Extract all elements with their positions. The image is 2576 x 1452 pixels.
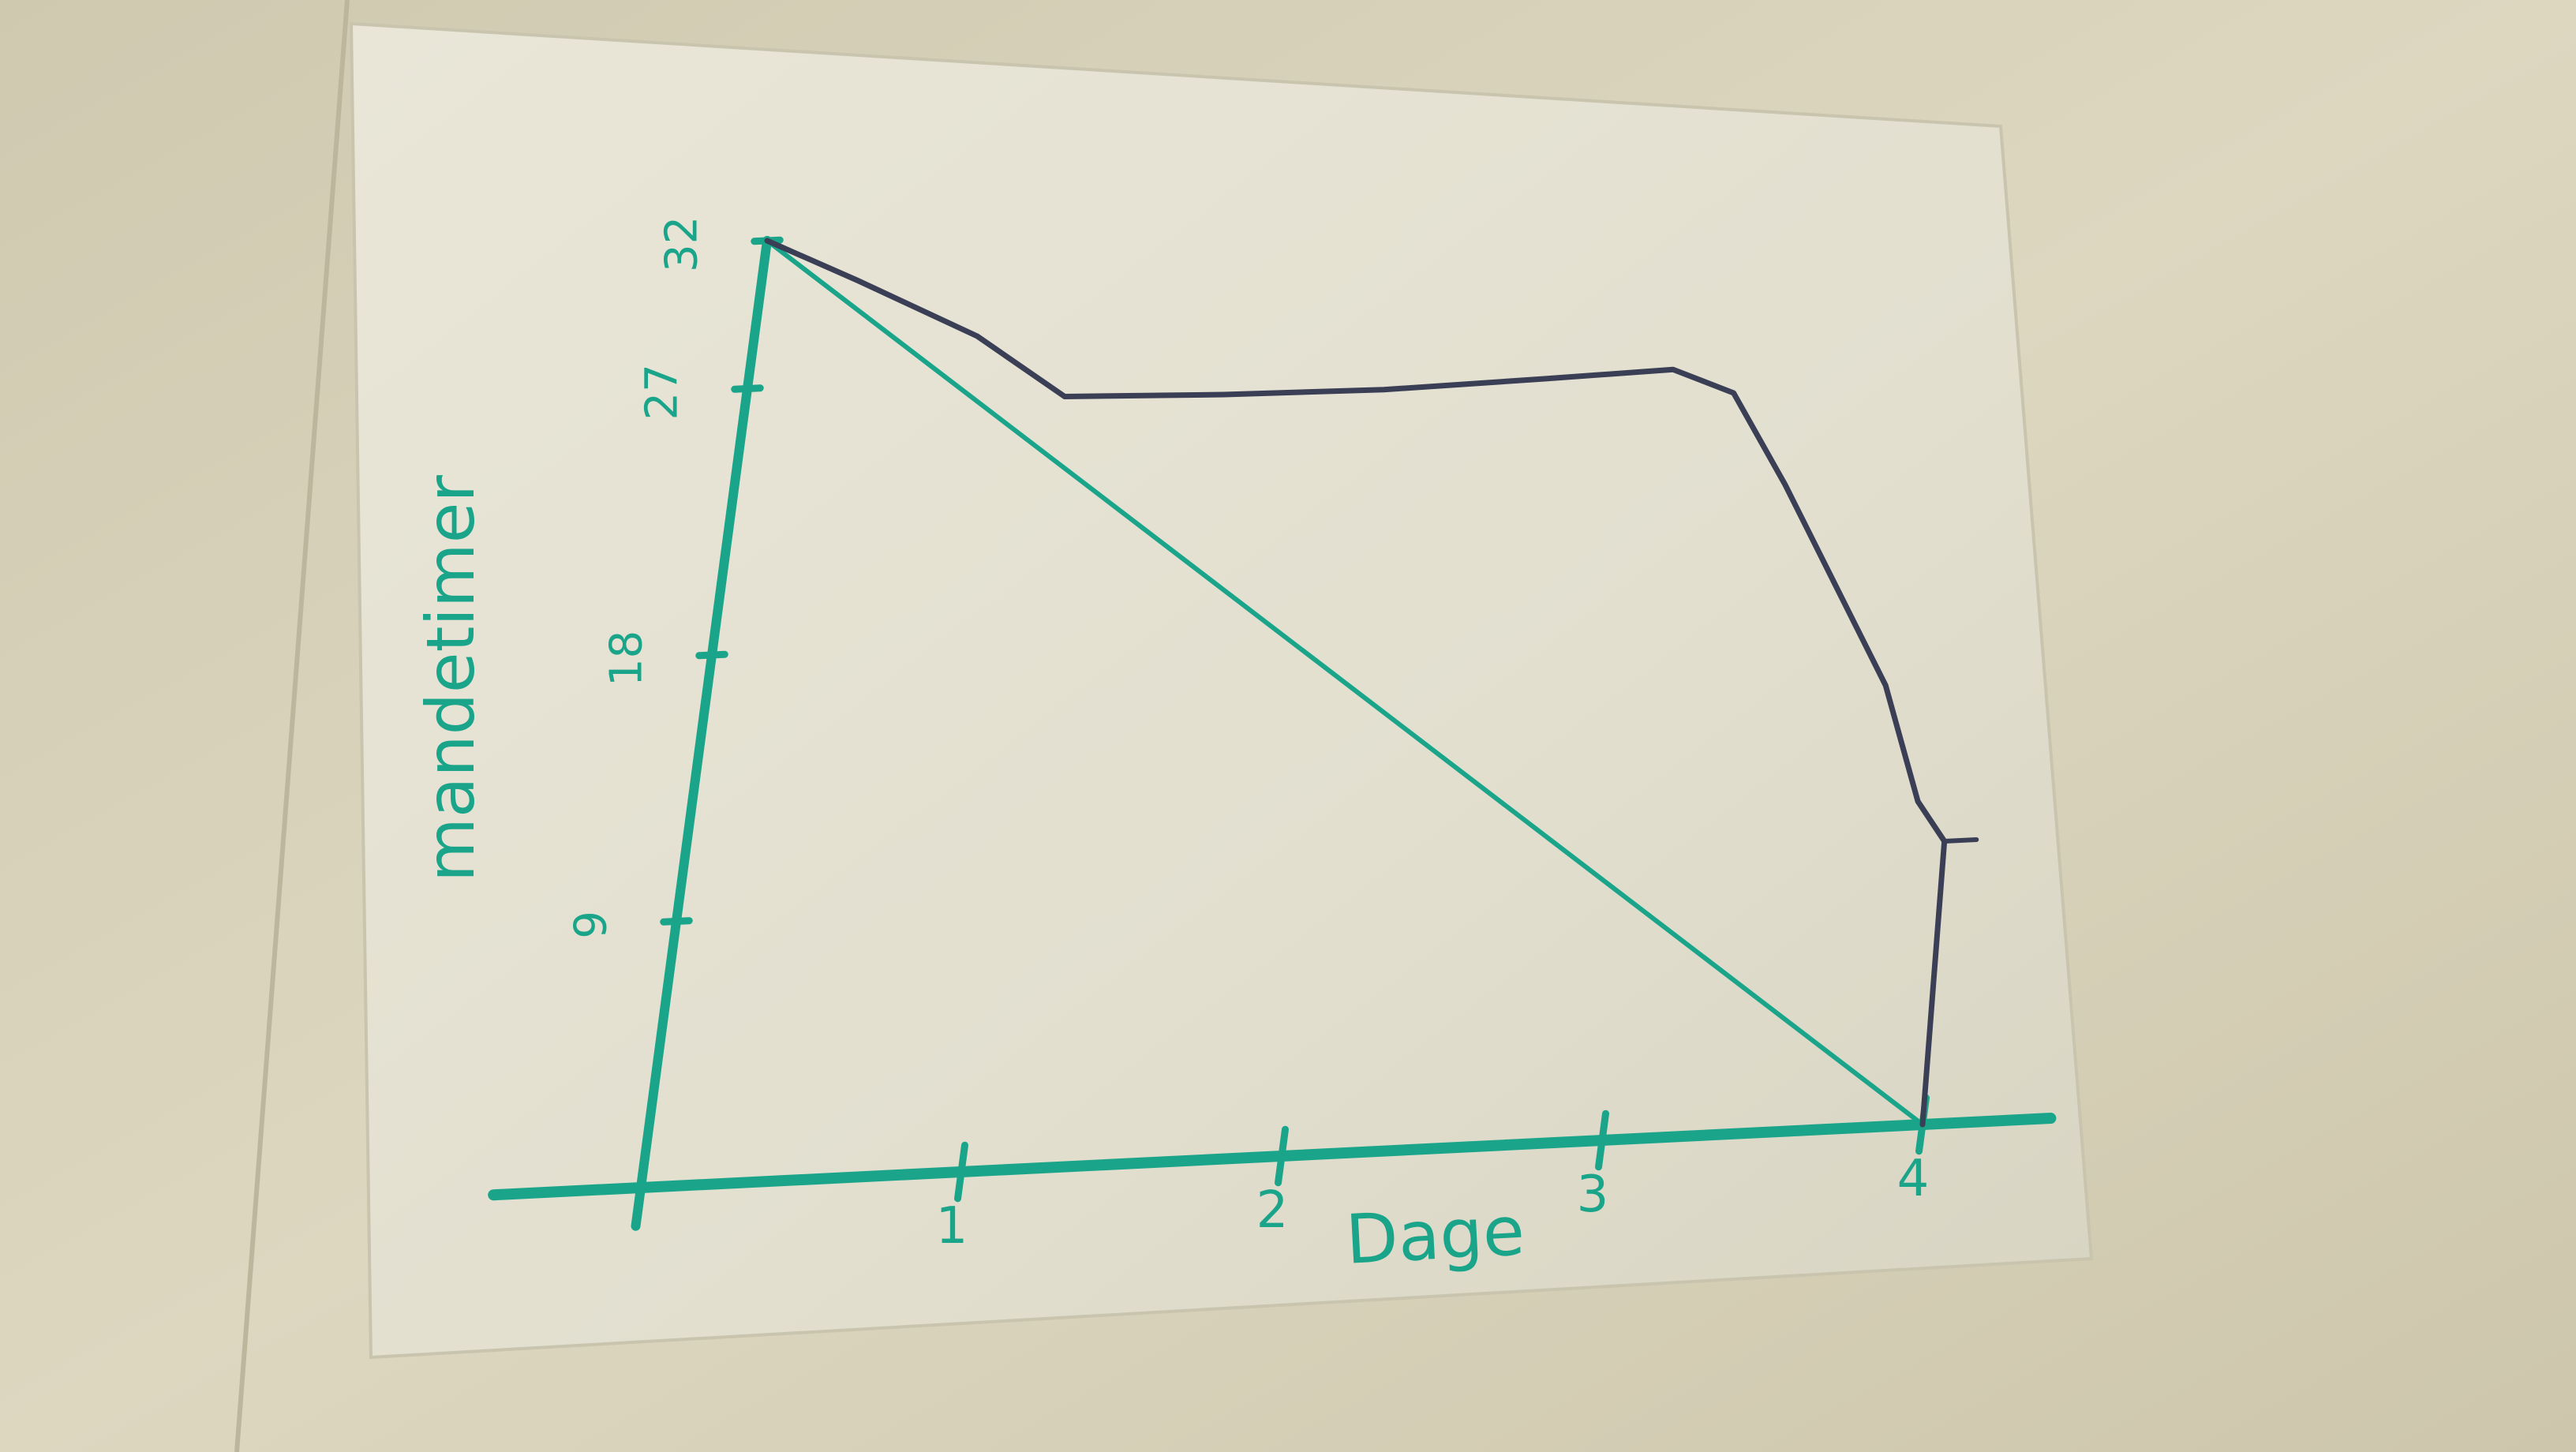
- y-axis-label: mandetimer: [412, 475, 489, 882]
- actual-line-stub: [1941, 837, 1979, 844]
- y-tick-label-18: 18: [601, 631, 653, 687]
- x-tick-label-1: 1: [936, 1197, 968, 1256]
- y-tick-label-9: 9: [566, 911, 617, 939]
- y-axis-line: [631, 236, 772, 1231]
- y-tick-label-32: 32: [657, 216, 708, 272]
- series-ideal-line: [765, 238, 1925, 1127]
- plot-area: 1 2 3 4 9 18 27 32: [488, 216, 2057, 1256]
- y-tick-18: [695, 650, 728, 660]
- series-actual-line: [764, 238, 1948, 1128]
- y-tick-label-27: 27: [637, 364, 688, 420]
- y-tick-27: [731, 384, 764, 393]
- x-axis-label: Dage: [1344, 1192, 1526, 1280]
- x-tick-1: [954, 1141, 968, 1203]
- x-tick-label-2: 2: [1256, 1181, 1289, 1240]
- x-tick-3: [1595, 1110, 1609, 1171]
- y-tick-9: [660, 917, 693, 926]
- x-axis-line: [488, 1113, 2057, 1201]
- wall-edge: [234, 0, 350, 1452]
- paper-sheet: [349, 21, 2094, 1360]
- x-tick-2: [1275, 1125, 1289, 1187]
- x-tick-label-3: 3: [1577, 1166, 1609, 1224]
- x-tick-label-4: 4: [1897, 1150, 1930, 1208]
